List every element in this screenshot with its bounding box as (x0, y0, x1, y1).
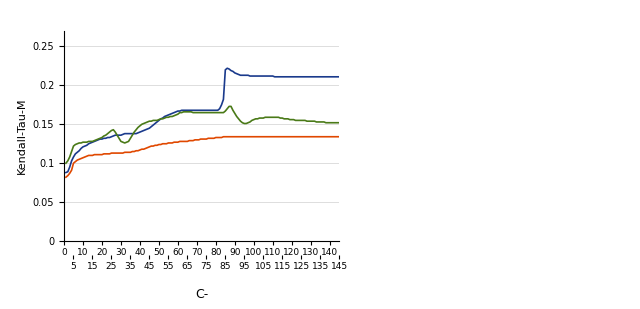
Sports (225, 104, 233, 108)
Consumer Electronics (220, 135, 227, 139)
Software (318, 75, 326, 79)
Line: Consumer Electronics: Consumer Electronics (66, 137, 339, 177)
Software (223, 66, 231, 70)
Consumer Electronics (76, 158, 83, 161)
Consumer Electronics (62, 175, 70, 179)
Sports (335, 121, 343, 125)
Y-axis label: Kendall-Tau-M: Kendall-Tau-M (17, 98, 27, 174)
Sports (271, 116, 278, 119)
Line: Sports: Sports (66, 106, 339, 163)
Software (76, 149, 83, 153)
Sports (64, 159, 72, 163)
Sports (278, 116, 286, 120)
Line: Software: Software (66, 68, 339, 172)
X-axis label: C-: C- (195, 287, 208, 301)
Consumer Electronics (278, 135, 286, 139)
Software (278, 75, 286, 79)
Sports (76, 141, 83, 145)
Software (62, 171, 70, 174)
Sports (62, 161, 70, 165)
Software (64, 170, 72, 174)
Consumer Electronics (318, 135, 326, 139)
Sports (220, 111, 227, 114)
Consumer Electronics (221, 135, 229, 139)
Consumer Electronics (64, 174, 72, 177)
Consumer Electronics (271, 135, 278, 139)
Software (335, 75, 343, 79)
Sports (318, 120, 326, 124)
Software (271, 75, 278, 79)
Consumer Electronics (335, 135, 343, 139)
Software (220, 98, 227, 101)
